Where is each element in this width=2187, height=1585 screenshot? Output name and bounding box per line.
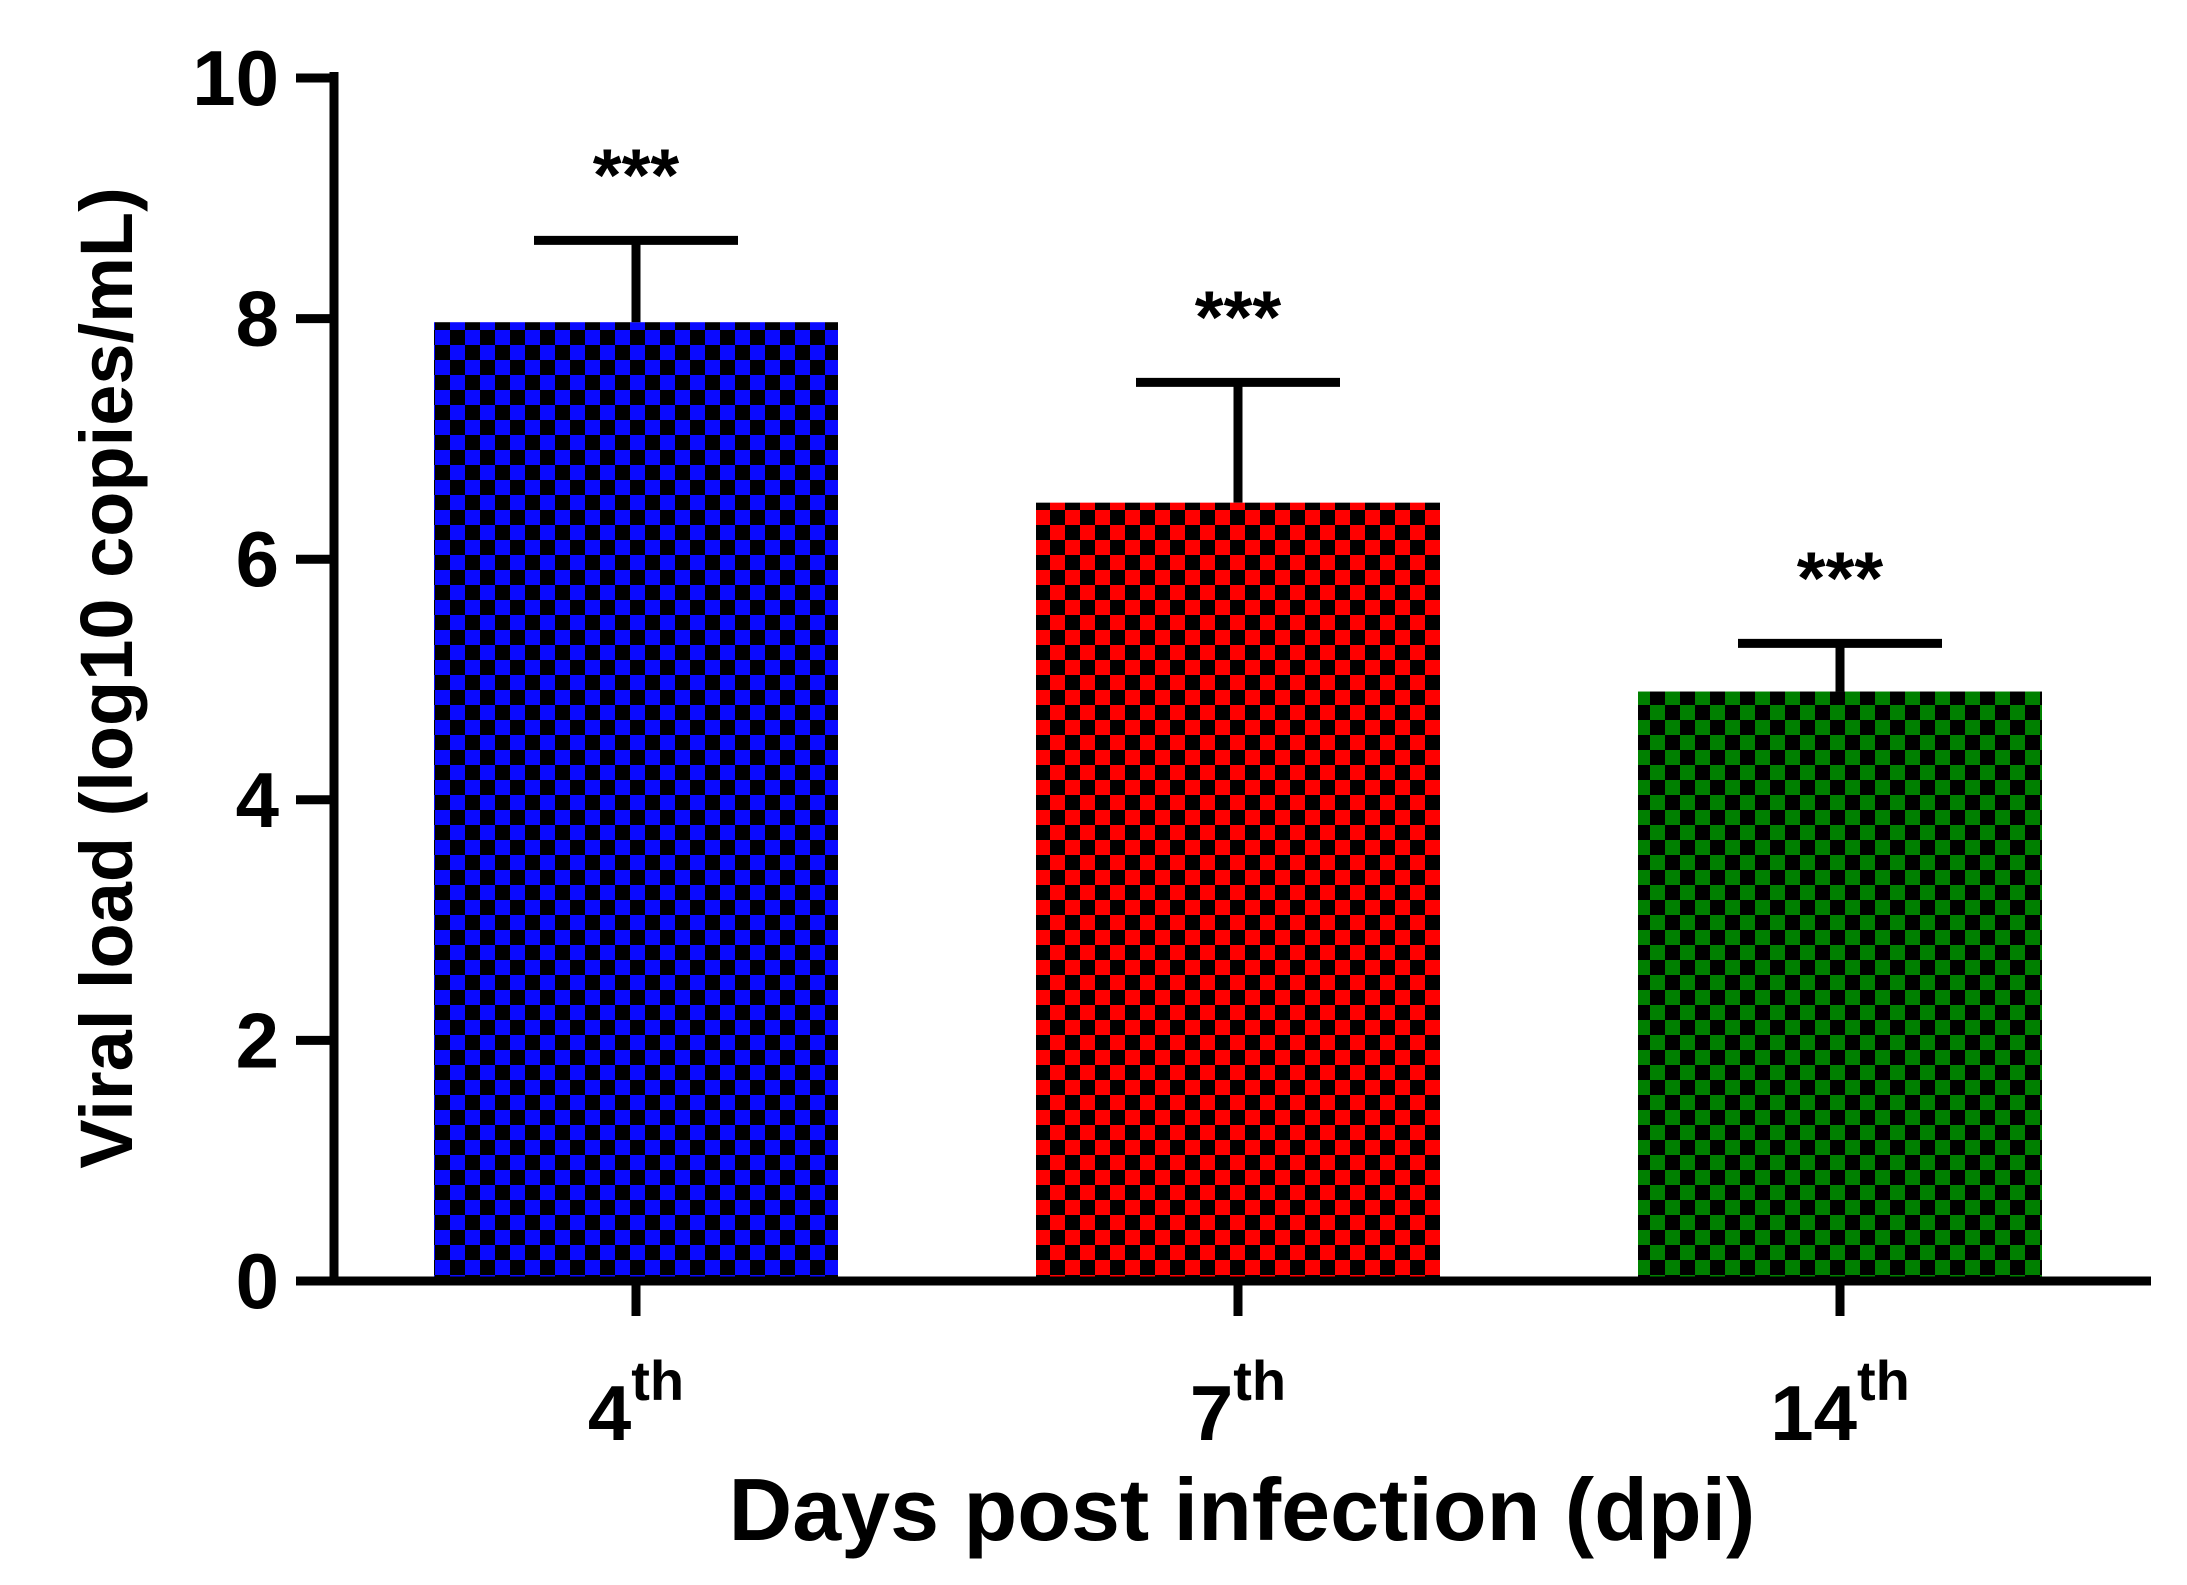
bar-1 <box>434 322 838 1282</box>
x-axis-label: Days post infection (dpi) <box>729 1460 1756 1559</box>
significance-label-1: *** <box>593 133 680 216</box>
x-tick-label-3: 14th <box>1770 1349 1910 1457</box>
y-tick-label-4: 4 <box>236 756 279 844</box>
bars-group <box>434 322 2042 1282</box>
error-bars-group <box>534 235 1942 692</box>
x-ticks-group: 4th 7th 14th <box>588 1281 1910 1457</box>
y-tick-label-0: 0 <box>236 1237 279 1325</box>
bar-2 <box>1036 502 1440 1281</box>
y-axis-label: Viral load (log10 copies/mL) <box>65 187 148 1168</box>
x-tick-label-2: 7th <box>1190 1349 1286 1457</box>
bar-3 <box>1638 691 2042 1281</box>
x-tick-label-1: 4th <box>588 1349 684 1457</box>
significance-group: *** *** *** <box>593 133 1884 619</box>
y-tick-label-8: 8 <box>236 275 279 363</box>
y-tick-label-2: 2 <box>236 996 279 1084</box>
y-ticks-group: 0 2 4 6 8 10 <box>192 34 334 1325</box>
significance-label-3: *** <box>1797 536 1884 619</box>
significance-label-2: *** <box>1195 275 1282 358</box>
y-tick-label-6: 6 <box>236 515 279 603</box>
y-tick-label-10: 10 <box>192 34 279 122</box>
